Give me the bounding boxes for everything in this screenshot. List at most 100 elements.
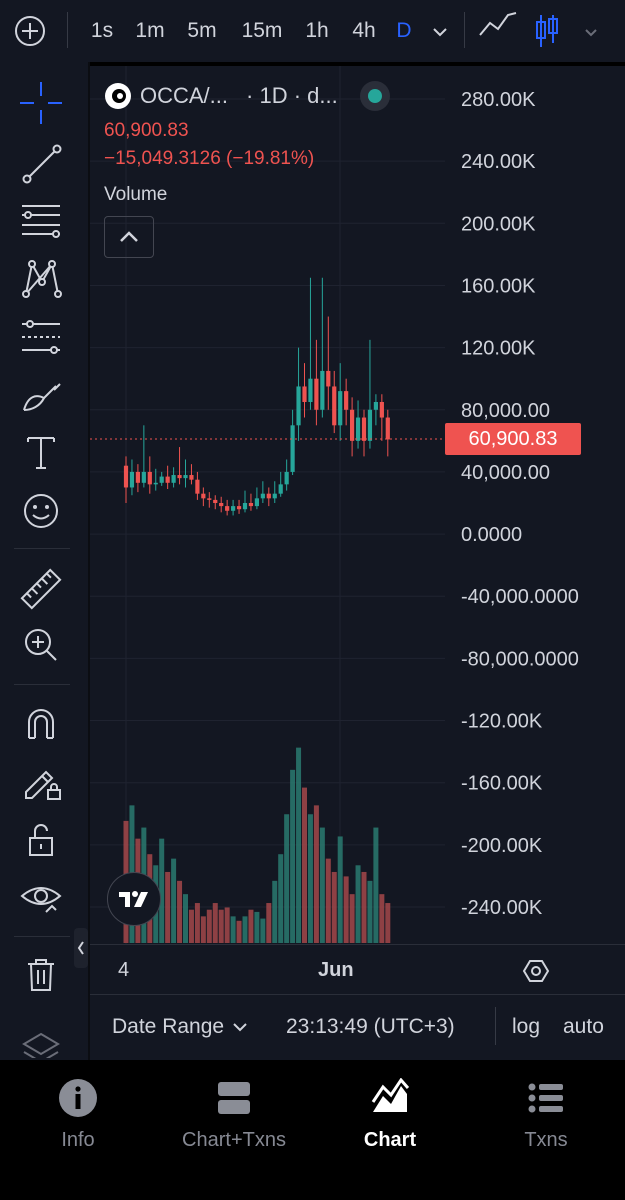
brush-tool[interactable] <box>16 370 66 420</box>
current-price-label: 60,900.83 <box>445 423 581 455</box>
timeframe-1s[interactable]: 1s <box>90 19 114 42</box>
symbol-row[interactable]: OCCA/... · 1D · d... <box>104 80 434 112</box>
timeframe-15m[interactable]: 15m <box>241 19 283 42</box>
trend-line-icon <box>22 144 62 184</box>
date-range-button[interactable]: Date Range <box>112 1015 248 1039</box>
collapse-legend-button[interactable] <box>104 216 154 258</box>
nav-tab-txns[interactable]: Txns <box>471 1078 621 1152</box>
volume-bar <box>331 871 337 943</box>
volume-bar <box>188 909 194 943</box>
legend-change: −15,049.3126 (−19.81%) <box>104 148 315 169</box>
candle-body <box>272 493 277 499</box>
price-axis-label: 280.00K <box>461 89 536 111</box>
hide-drawings-tool[interactable] <box>16 872 66 922</box>
volume-bar <box>206 909 212 943</box>
chart-type-button[interactable] <box>530 0 564 62</box>
price-axis-label: 40,000.00 <box>461 462 550 484</box>
volume-bar <box>373 827 379 943</box>
pattern-tool[interactable] <box>16 254 66 304</box>
emoji-tool[interactable] <box>16 486 66 536</box>
toolbar-divider <box>14 936 70 937</box>
volume-bar <box>165 871 171 943</box>
timeframe-5m[interactable]: 5m <box>187 19 217 42</box>
price-axis-label: 160.00K <box>461 275 536 297</box>
drawing-type-button[interactable] <box>476 0 520 62</box>
price-axis-label: -120.00K <box>461 711 543 733</box>
toolbar-divider <box>14 548 70 549</box>
magnet-tool[interactable] <box>16 698 66 748</box>
toolbar-divider <box>464 12 465 48</box>
candle-body <box>290 425 295 472</box>
forecast-icon <box>22 320 60 354</box>
symbol-interval: · 1D · d... <box>246 83 338 108</box>
candle-body <box>189 475 194 480</box>
nav-label: Chart <box>363 1129 417 1151</box>
text-tool[interactable] <box>16 428 66 478</box>
add-symbol-button[interactable] <box>8 0 52 62</box>
chart-type-dropdown[interactable] <box>578 0 604 62</box>
time-label: Jun <box>318 959 354 981</box>
lock-drawing-tool[interactable] <box>16 756 66 806</box>
volume-bar <box>260 918 266 943</box>
clock-timezone[interactable]: 23:13:49 (UTC+3) <box>286 1015 455 1038</box>
volume-bar <box>224 907 230 943</box>
drawing-toolbar <box>0 62 88 1060</box>
nav-tab-chart-txns[interactable]: Chart+Txns <box>159 1078 309 1152</box>
candle-body <box>219 503 224 507</box>
list-icon <box>528 1083 563 1113</box>
fib-retracement-tool[interactable] <box>16 196 66 246</box>
tradingview-logo[interactable] <box>107 872 161 926</box>
toolbar-divider <box>14 684 70 685</box>
collapse-toolbar-button[interactable] <box>74 928 88 968</box>
volume-bar <box>349 894 355 943</box>
market-status[interactable] <box>359 81 390 111</box>
volume-bar <box>325 858 331 943</box>
candle-body <box>308 378 313 402</box>
price-axis-label: 0.0000 <box>461 524 522 546</box>
magnet-icon <box>28 709 54 739</box>
volume-bar <box>159 838 165 943</box>
horizontal-lines-icon <box>22 205 60 238</box>
remove-drawings-tool[interactable] <box>16 950 66 1000</box>
nav-tab-chart[interactable]: Chart <box>315 1077 465 1152</box>
price-axis-label: 200.00K <box>461 213 536 235</box>
layers-icon <box>22 1032 60 1058</box>
timeframe-1m[interactable]: 1m <box>135 19 165 42</box>
volume-bar <box>355 865 361 943</box>
chart-settings-button[interactable] <box>522 957 550 985</box>
auto-scale-toggle[interactable]: auto <box>563 1015 604 1038</box>
status-dot <box>367 89 382 103</box>
volume-bar <box>296 747 302 943</box>
log-scale-toggle[interactable]: log <box>512 1015 541 1038</box>
volume-bar <box>385 903 391 943</box>
time-axis[interactable]: 4 Jun <box>90 944 625 995</box>
chevron-left-icon <box>77 941 84 955</box>
measure-tool[interactable] <box>16 564 66 614</box>
timeframe-dropdown[interactable] <box>426 0 454 62</box>
candle-body <box>266 493 271 499</box>
price-axis-label: 120.00K <box>461 338 536 360</box>
candle-body <box>141 471 146 483</box>
lock-all-tool[interactable] <box>16 814 66 864</box>
candle-body <box>177 475 182 479</box>
candle-body <box>326 370 331 387</box>
timeframe-4h[interactable]: 4h <box>352 19 376 42</box>
crosshair-tool[interactable] <box>16 78 66 128</box>
price-axis-label: -80,000.0000 <box>461 648 579 670</box>
candle-body <box>183 475 188 479</box>
pencil-lock-icon <box>25 770 61 800</box>
volume-bar <box>242 916 248 943</box>
candle-body <box>231 506 236 511</box>
candle-body <box>361 417 367 441</box>
price-chart[interactable]: 280.00K 240.00K 200.00K 160.00K 120.00K 80,00… <box>90 66 625 1060</box>
timeframe-1h[interactable]: 1h <box>305 19 329 42</box>
trend-line-tool[interactable] <box>16 138 66 188</box>
timeframe-d[interactable]: D <box>396 19 412 42</box>
object-tree-tool[interactable] <box>16 1022 66 1058</box>
forecast-tool[interactable] <box>16 312 66 362</box>
volume-bar <box>248 909 254 943</box>
zoom-tool[interactable] <box>16 620 66 670</box>
nav-tab-info[interactable]: Info <box>3 1078 153 1152</box>
nav-label: Info <box>61 1129 95 1151</box>
chart-pane[interactable]: 280.00K 240.00K 200.00K 160.00K 120.00K 80,00… <box>90 66 625 1060</box>
